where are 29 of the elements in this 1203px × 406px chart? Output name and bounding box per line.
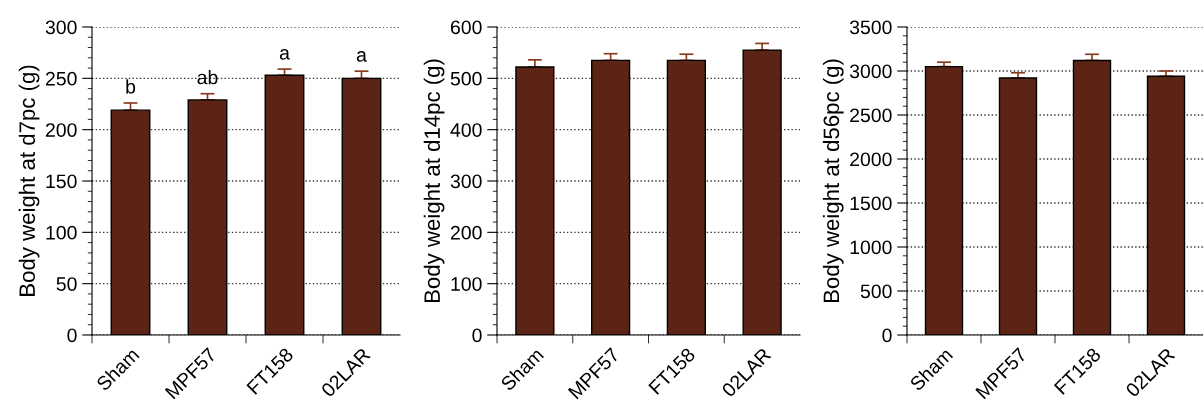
y-tick-label: 250 (45, 71, 77, 86)
y-axis-title: Body weight at d14pc (g) (423, 59, 445, 303)
y-tick-label: 0 (67, 328, 77, 343)
y-tick-label: 200 (450, 225, 482, 240)
y-tick-label: 100 (451, 277, 482, 291)
y-tick-label: 500 (450, 71, 482, 86)
y-tick-label: 150 (46, 174, 77, 189)
y-tick-label: 50 (56, 277, 77, 291)
y-tick-label: 0 (472, 328, 482, 343)
y-tick-label: 100 (46, 225, 77, 240)
y-tick-label: 400 (450, 123, 482, 137)
y-axis-title: Body weight at d56pc (g) (822, 59, 844, 303)
y-axis-title: Body weight at d7pc (g) (18, 65, 40, 296)
y-tick-label: 1500 (850, 196, 892, 211)
y-tick-label: 1000 (850, 240, 892, 255)
y-tick-label: 200 (45, 123, 77, 137)
annotation: ab (197, 70, 218, 85)
y-tick-label: 0 (882, 328, 892, 343)
y-tick-label: 600 (450, 20, 482, 35)
y-tick-label: 500 (860, 284, 892, 299)
y-tick-label: 300 (45, 20, 77, 35)
annotation: a (279, 49, 290, 60)
y-tick-label: 3000 (849, 64, 892, 79)
y-tick-label: 2000 (850, 152, 892, 167)
y-tick-label: 3500 (849, 20, 892, 35)
annotation: b (126, 79, 136, 94)
annotation: a (356, 51, 367, 62)
y-tick-label: 2500 (850, 108, 892, 123)
y-tick-label: 300 (450, 174, 482, 189)
